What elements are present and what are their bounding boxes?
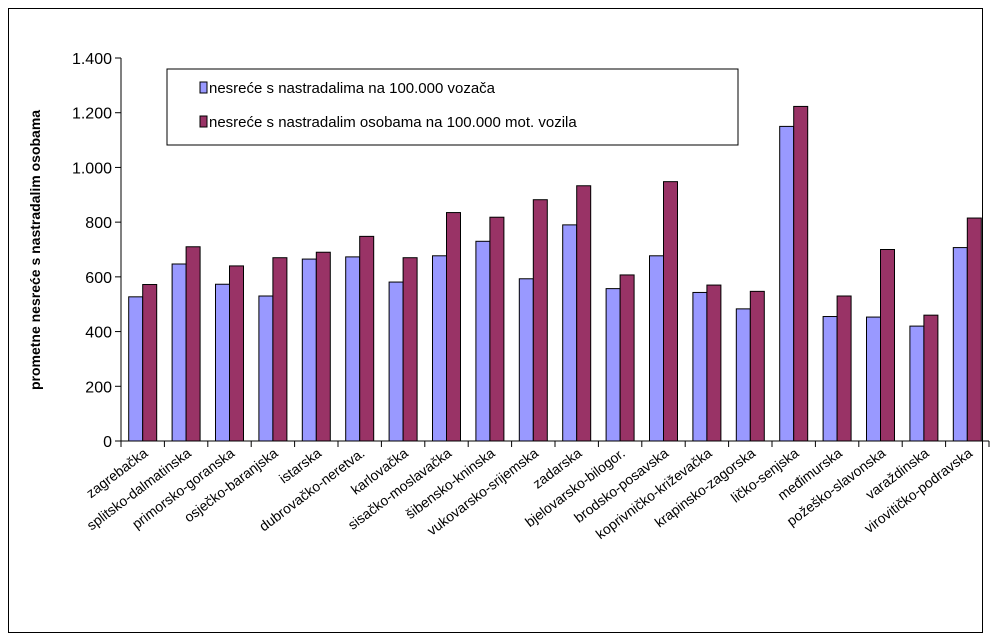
y-tick-label: 1.000 [72, 160, 112, 177]
bar-drivers [822, 316, 838, 442]
bar-vehicles [880, 249, 895, 442]
bar-drivers [432, 255, 447, 442]
bar-drivers [388, 281, 404, 442]
legend-swatch [199, 81, 208, 94]
bar-drivers [649, 255, 664, 442]
y-tick-label: 600 [85, 270, 112, 287]
bar-drivers [128, 296, 144, 442]
bar-vehicles [619, 274, 635, 442]
bar-drivers [866, 316, 881, 442]
bar-drivers [171, 263, 187, 442]
legend-label: nesreće s nastradalim osobama na 100.000… [209, 114, 577, 131]
bar-vehicles [402, 257, 418, 442]
bar-drivers [345, 256, 361, 442]
bar-drivers [952, 247, 968, 442]
bar-vehicles [142, 284, 158, 442]
y-tick-label: 1.200 [72, 106, 112, 123]
bar-drivers [735, 308, 751, 442]
bar-drivers [605, 288, 621, 442]
bar-drivers [562, 224, 578, 442]
y-tick-label: 1.400 [72, 51, 112, 68]
bar-drivers [301, 258, 317, 442]
y-axis-title: prometne nesreće s nastradalim osobama [27, 110, 43, 390]
legend-label: nesreće s nastradalima na 100.000 vozača [209, 80, 496, 97]
bar-drivers [518, 278, 534, 442]
y-tick-label: 800 [85, 215, 112, 232]
bar-drivers [475, 240, 491, 442]
bar-vehicles [706, 284, 722, 442]
bar-drivers [909, 325, 925, 442]
bar-vehicles [315, 251, 331, 442]
bar-drivers [258, 295, 274, 442]
y-tick-label: 0 [103, 434, 112, 451]
bar-vehicles [836, 295, 852, 442]
bar-vehicles [923, 314, 939, 442]
y-tick-label: 400 [85, 325, 112, 342]
bar-vehicles [185, 246, 201, 442]
bar-vehicles [532, 199, 548, 442]
y-tick-label: 200 [85, 379, 112, 396]
bar-vehicles [576, 185, 592, 442]
bar-vehicles [663, 181, 678, 442]
bar-drivers [215, 283, 230, 442]
bar-vehicles [359, 235, 375, 442]
bar-vehicles [966, 217, 982, 442]
bar-vehicles [446, 212, 461, 442]
bar-drivers [779, 125, 795, 442]
bar-vehicles [272, 257, 288, 442]
legend-swatch [199, 115, 208, 128]
bar-vehicles [489, 216, 505, 442]
bar-vehicles [749, 290, 765, 442]
bar-drivers [692, 291, 708, 442]
legend-box [166, 68, 739, 146]
bar-vehicles [229, 265, 244, 442]
bar-vehicles [793, 105, 809, 442]
